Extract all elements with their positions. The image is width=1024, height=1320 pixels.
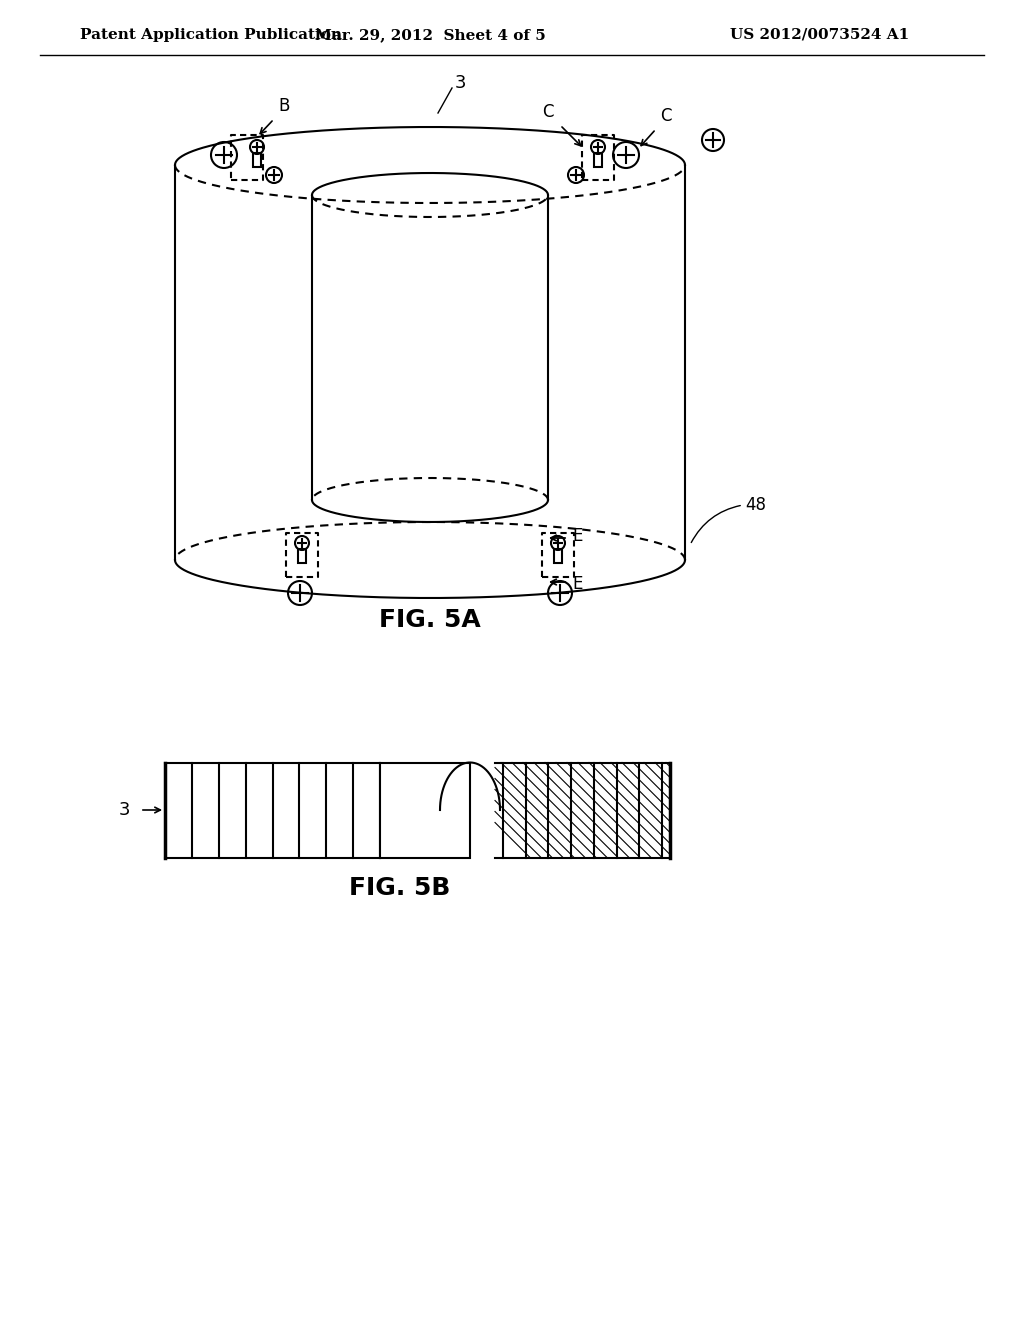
Text: US 2012/0073524 A1: US 2012/0073524 A1 [730, 28, 909, 42]
Bar [594, 153, 602, 168]
Text: 3: 3 [119, 801, 130, 818]
Bar [554, 549, 562, 564]
Text: E: E [572, 576, 583, 593]
Text: FIG. 5A: FIG. 5A [379, 609, 481, 632]
Bar [253, 153, 261, 168]
Bar [380, 763, 470, 858]
Text: E: E [572, 527, 583, 545]
Text: 48: 48 [745, 496, 766, 513]
Text: C: C [660, 107, 672, 125]
Text: Mar. 29, 2012  Sheet 4 of 5: Mar. 29, 2012 Sheet 4 of 5 [314, 28, 546, 42]
Text: FIG. 5B: FIG. 5B [349, 876, 451, 900]
Text: 3: 3 [455, 74, 467, 92]
Text: Patent Application Publication: Patent Application Publication [80, 28, 342, 42]
Text: B: B [278, 96, 290, 115]
Bar [298, 549, 306, 564]
Text: C: C [543, 103, 554, 121]
